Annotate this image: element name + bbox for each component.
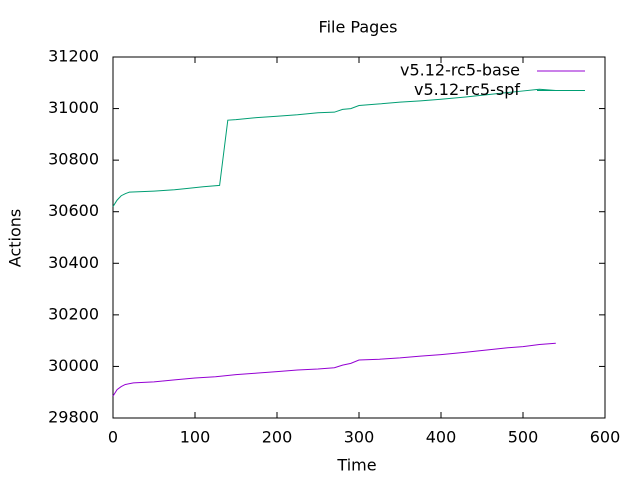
x-axis-label: Time bbox=[336, 456, 376, 475]
x-tick-label: 600 bbox=[590, 428, 621, 447]
y-tick-label: 31000 bbox=[48, 98, 99, 117]
y-tick-label: 30600 bbox=[48, 201, 99, 220]
y-tick-label: 30800 bbox=[48, 150, 99, 169]
y-tick-label: 31200 bbox=[48, 47, 99, 66]
y-tick-label: 29800 bbox=[48, 408, 99, 427]
chart-title: File Pages bbox=[319, 18, 398, 37]
legend-label: v5.12-rc5-base bbox=[400, 61, 520, 80]
y-tick-label: 30200 bbox=[48, 304, 99, 323]
x-tick-label: 500 bbox=[508, 428, 539, 447]
x-tick-label: 200 bbox=[262, 428, 293, 447]
x-tick-label: 400 bbox=[426, 428, 457, 447]
y-axis-label: Actions bbox=[6, 209, 25, 267]
y-tick-label: 30000 bbox=[48, 356, 99, 375]
plot-frame bbox=[112, 56, 606, 419]
series-line bbox=[112, 342, 556, 397]
legend-label: v5.12-rc5-spf bbox=[414, 80, 520, 99]
y-tick-label: 30400 bbox=[48, 253, 99, 272]
x-tick-label: 300 bbox=[344, 428, 375, 447]
x-tick-label: 0 bbox=[108, 428, 118, 447]
series-line bbox=[112, 88, 585, 207]
x-tick-label: 100 bbox=[180, 428, 211, 447]
